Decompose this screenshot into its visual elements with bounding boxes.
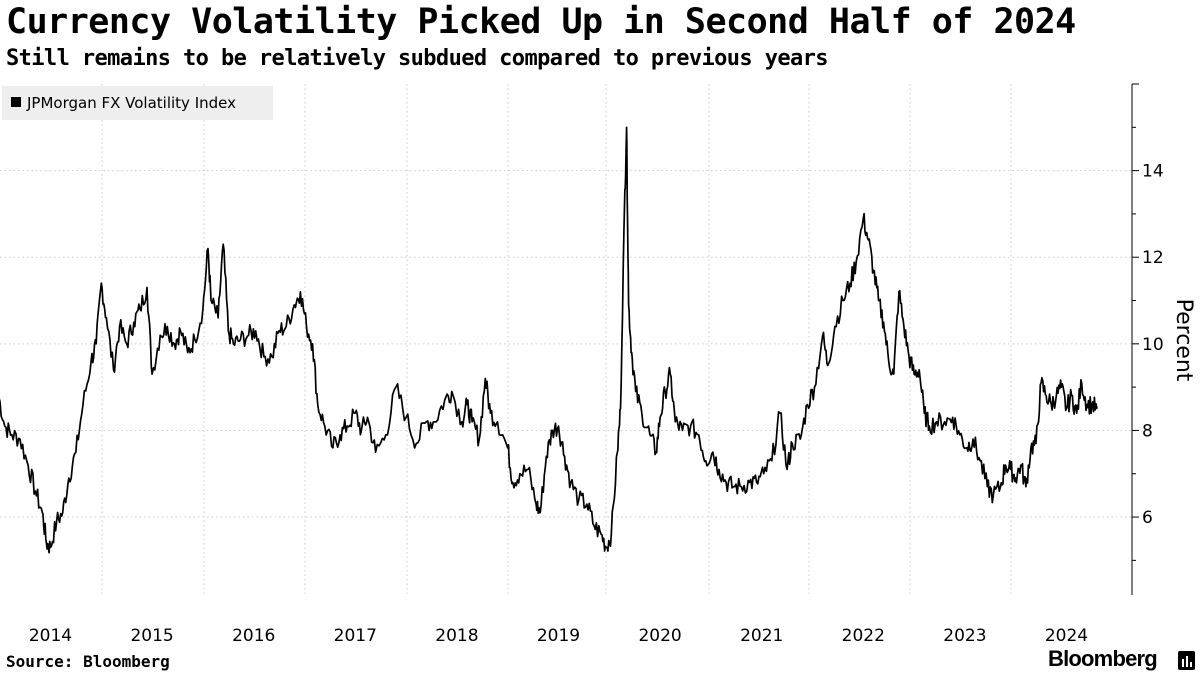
legend: JPMorgan FX Volatility Index bbox=[2, 86, 273, 120]
series-line-fx-volatility bbox=[0, 126, 1098, 554]
x-tick-label: 2015 bbox=[130, 626, 173, 646]
y-tick-label: 12 bbox=[1142, 248, 1164, 268]
x-tick-label: 2014 bbox=[29, 626, 72, 646]
chart-subtitle: Still remains to be relatively subdued c… bbox=[6, 46, 829, 71]
legend-background bbox=[2, 86, 273, 120]
legend-label: JPMorgan FX Volatility Index bbox=[26, 94, 236, 112]
x-tick-label: 2019 bbox=[537, 626, 580, 646]
y-tick-label: 6 bbox=[1142, 508, 1153, 528]
y-tick-label: 10 bbox=[1142, 335, 1164, 355]
bloomberg-badge-icon bbox=[1178, 651, 1195, 670]
source-note: Source: Bloomberg bbox=[6, 652, 170, 671]
x-tick-label: 2020 bbox=[638, 626, 681, 646]
x-tick-label: 2023 bbox=[943, 626, 986, 646]
y-tick-label: 14 bbox=[1142, 162, 1164, 182]
x-tick-label: 2022 bbox=[842, 626, 885, 646]
legend-swatch bbox=[11, 97, 21, 107]
x-tick-label: 2024 bbox=[1045, 626, 1088, 646]
x-tick-label: 2021 bbox=[740, 626, 783, 646]
y-tick-label: 8 bbox=[1142, 421, 1153, 441]
x-tick-label: 2018 bbox=[435, 626, 478, 646]
x-tick-label: 2017 bbox=[334, 626, 377, 646]
bloomberg-logo: Bloomberg bbox=[1048, 646, 1158, 671]
chart-title: Currency Volatility Picked Up in Second … bbox=[6, 2, 1076, 42]
y-axis-label: Percent bbox=[1171, 299, 1196, 382]
x-tick-label: 2016 bbox=[232, 626, 275, 646]
